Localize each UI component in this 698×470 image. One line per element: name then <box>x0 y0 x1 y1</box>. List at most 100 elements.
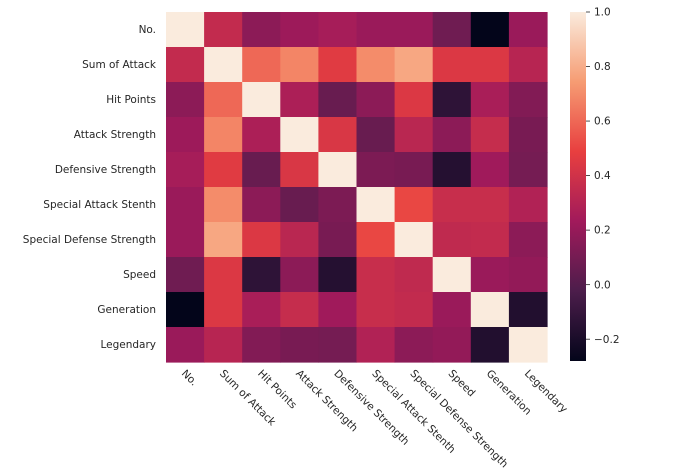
heatmap-cell-r1-c8 <box>470 47 510 83</box>
heatmap-cell-r6-c6 <box>394 222 434 258</box>
heatmap-cell-r4-c5 <box>356 152 396 188</box>
heatmap-cell-r3-c5 <box>356 117 396 153</box>
heatmap-cell-r2-c2 <box>242 82 281 118</box>
heatmap-cell-r4-c1 <box>204 152 243 188</box>
heatmap-cell-r6-c3 <box>280 222 319 258</box>
heatmap-cell-r2-c9 <box>508 82 548 118</box>
row-label-special-defense-strength: Special Defense Strength <box>23 234 156 246</box>
colorbar-tick-label: −0.2 <box>594 334 620 346</box>
heatmap-cell-r8-c7 <box>432 292 472 328</box>
heatmap-cell-r8-c6 <box>394 292 434 328</box>
heatmap-cell-r9-c3 <box>280 327 319 363</box>
heatmap-cell-r6-c2 <box>242 222 281 258</box>
colorbar-ticks: 1.0 0.8 0.6 0.4 0.2 0.0 −0.2 <box>586 7 620 346</box>
heatmap-cell-r8-c0 <box>166 292 205 328</box>
heatmap-cell-r3-c2 <box>242 117 281 153</box>
heatmap-cell-r4-c9 <box>508 152 548 188</box>
heatmap-cell-r4-c2 <box>242 152 281 188</box>
row-label-no: No. <box>139 24 156 36</box>
heatmap-cell-r5-c7 <box>432 187 472 223</box>
heatmap-cell-r6-c0 <box>166 222 205 258</box>
heatmap-cell-r0-c8 <box>470 12 510 48</box>
heatmap-cell-r5-c4 <box>318 187 358 223</box>
heatmap-cell-r0-c4 <box>318 12 358 48</box>
heatmap-cell-r0-c2 <box>242 12 281 48</box>
heatmap-cell-r2-c8 <box>470 82 510 118</box>
colorbar-tick-label: 0.4 <box>594 170 611 182</box>
heatmap-cell-r9-c8 <box>470 327 510 363</box>
col-label-speed: Speed <box>446 368 478 400</box>
heatmap-cell-r8-c5 <box>356 292 396 328</box>
heatmap-cell-r5-c3 <box>280 187 319 223</box>
heatmap-cell-r5-c2 <box>242 187 281 223</box>
heatmap-cell-r0-c3 <box>280 12 319 48</box>
row-label-special-attack-stenth: Special Attack Stenth <box>43 199 156 211</box>
heatmap-cell-r1-c0 <box>166 47 205 83</box>
heatmap-cell-r5-c6 <box>394 187 434 223</box>
heatmap-cell-r7-c4 <box>318 257 358 293</box>
row-label-defensive-strength: Defensive Strength <box>55 164 156 176</box>
heatmap-cell-r2-c5 <box>356 82 396 118</box>
heatmap-cell-r4-c6 <box>394 152 434 188</box>
heatmap-cell-r9-c4 <box>318 327 358 363</box>
row-label-hit-points: Hit Points <box>106 94 156 106</box>
heatmap-cell-r9-c6 <box>394 327 434 363</box>
heatmap-cell-r9-c2 <box>242 327 281 363</box>
row-label-speed: Speed <box>123 269 156 281</box>
heatmap-cell-r6-c7 <box>432 222 472 258</box>
heatmap-cell-r7-c9 <box>508 257 548 293</box>
heatmap-cell-r6-c5 <box>356 222 396 258</box>
heatmap-cell-r0-c6 <box>394 12 434 48</box>
heatmap-cell-r2-c1 <box>204 82 243 118</box>
heatmap-cell-r7-c3 <box>280 257 319 293</box>
heatmap-cell-r0-c7 <box>432 12 472 48</box>
heatmap-cell-r3-c1 <box>204 117 243 153</box>
heatmap-cell-r2-c4 <box>318 82 358 118</box>
heatmap-cell-r9-c5 <box>356 327 396 363</box>
colorbar-tick-label: 0.6 <box>594 116 611 128</box>
colorbar-tick-label: 0.8 <box>594 61 611 73</box>
heatmap-cell-r9-c9 <box>508 327 548 363</box>
heatmap-cell-r5-c8 <box>470 187 510 223</box>
heatmap-cell-r2-c0 <box>166 82 205 118</box>
heatmap-cell-r1-c5 <box>356 47 396 83</box>
heatmap-cell-r0-c1 <box>204 12 243 48</box>
heatmap-cell-r5-c0 <box>166 187 205 223</box>
heatmap-cell-r3-c4 <box>318 117 358 153</box>
heatmap-cell-r6-c8 <box>470 222 510 258</box>
row-label-sum-of-attack: Sum of Attack <box>82 59 157 71</box>
heatmap-cell-r6-c4 <box>318 222 358 258</box>
heatmap-cell-r3-c8 <box>470 117 510 153</box>
col-label-no: No. <box>179 368 200 389</box>
heatmap-cell-r8-c2 <box>242 292 281 328</box>
heatmap-cell-r8-c4 <box>318 292 358 328</box>
heatmap-cell-r9-c0 <box>166 327 205 363</box>
heatmap-cell-r1-c4 <box>318 47 358 83</box>
heatmap-cell-r4-c8 <box>470 152 510 188</box>
heatmap-cell-r3-c7 <box>432 117 472 153</box>
row-labels: No. Sum of Attack Hit Points Attack Strengt… <box>23 24 157 351</box>
heatmap-cell-r3-c0 <box>166 117 205 153</box>
row-label-legendary: Legendary <box>100 339 156 351</box>
heatmap-cell-r6-c9 <box>508 222 548 258</box>
heatmap-cell-r1-c6 <box>394 47 434 83</box>
colorbar-tick-label: 1.0 <box>594 7 611 19</box>
heatmap-cell-r2-c7 <box>432 82 472 118</box>
heatmap-cell-r2-c6 <box>394 82 434 118</box>
heatmap-cell-r7-c8 <box>470 257 510 293</box>
heatmap-cell-r1-c1 <box>204 47 243 83</box>
colorbar-tick-label: 0.0 <box>594 279 611 291</box>
heatmap-cell-r1-c2 <box>242 47 281 83</box>
heatmap-cell-r1-c9 <box>508 47 548 83</box>
heatmap-cell-r4-c4 <box>318 152 358 188</box>
heatmap-cell-r0-c9 <box>508 12 548 48</box>
heatmap-cell-r0-c5 <box>356 12 396 48</box>
heatmap-cell-r9-c1 <box>204 327 243 363</box>
heatmap-cell-r8-c9 <box>508 292 548 328</box>
heatmap-cell-r4-c3 <box>280 152 319 188</box>
heatmap-cell-r1-c3 <box>280 47 319 83</box>
heatmap-cell-r7-c7 <box>432 257 472 293</box>
colorbar-gradient <box>570 12 586 361</box>
heatmap-cells <box>166 12 548 363</box>
